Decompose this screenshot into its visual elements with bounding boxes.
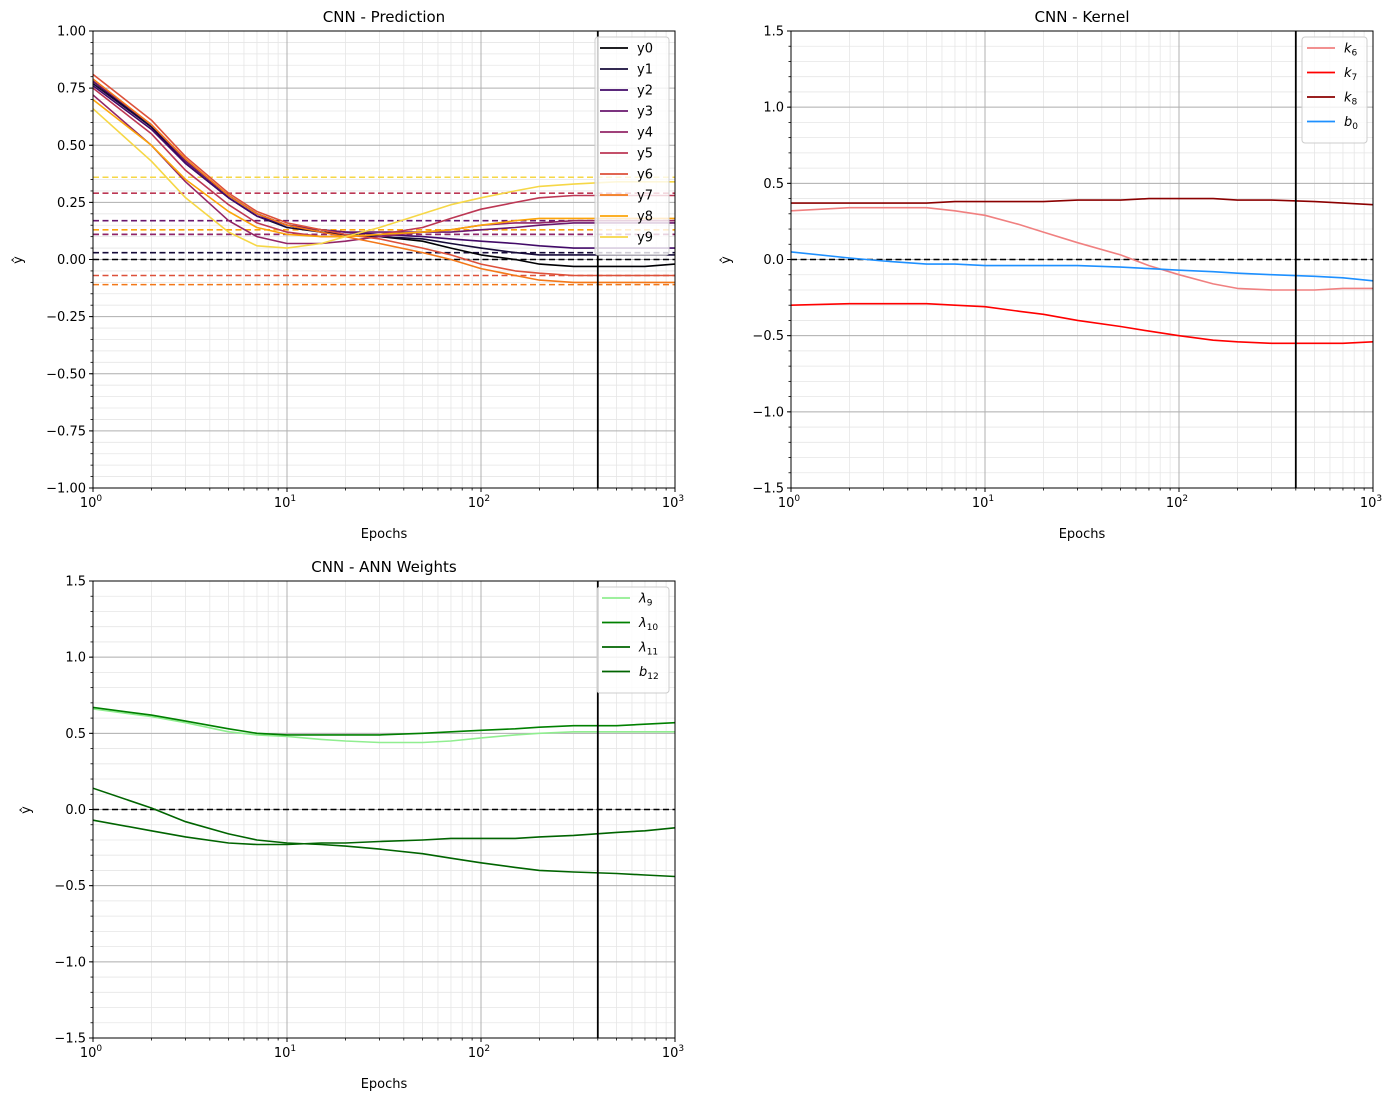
prediction-ytick-label: −0.75 — [46, 424, 86, 439]
ann-axes-frame — [92, 580, 676, 1039]
prediction-ytick-label: −0.25 — [46, 310, 86, 325]
prediction-legend-box — [594, 36, 670, 256]
ann-legend-box — [596, 586, 670, 694]
ann-ytick-label: 0.0 — [65, 803, 86, 818]
kernel-ytick-label: 1.0 — [763, 101, 784, 116]
ann-ytick-label: −1.0 — [54, 955, 86, 970]
prediction-plot-area — [93, 31, 675, 488]
prediction-legend-label: y9 — [637, 231, 653, 246]
ann-weights-panel: CNN - ANN Weights Epochs ŷ 100 101 102 103−… — [19, 558, 684, 1092]
kernel-series-line-b0 — [791, 251, 1373, 282]
prediction-legend-label: y2 — [637, 84, 653, 99]
kernel-xlabel: Epochs — [1059, 527, 1106, 542]
prediction-legend: y0 y1 y2 y3 y4 y5 y6 y7 y8 y9 — [594, 36, 670, 256]
prediction-legend-label: y7 — [637, 189, 653, 204]
prediction-series-line-y6 — [93, 73, 675, 277]
ann-ytick-label: −1.5 — [54, 1032, 86, 1047]
prediction-legend-label: y0 — [637, 42, 653, 57]
prediction-series-line-y8 — [93, 98, 675, 238]
kernel-legend-label: b0 — [1344, 115, 1358, 132]
prediction-legend-label: y4 — [637, 126, 653, 141]
kernel-ytick-label: 0.5 — [763, 177, 784, 192]
prediction-ytick-label: −0.50 — [46, 367, 86, 382]
prediction-legend-label: y8 — [637, 210, 653, 225]
prediction-series-line-y5 — [93, 87, 675, 238]
kernel-ytick-label: 0.0 — [763, 253, 784, 268]
prediction-xlabel: Epochs — [361, 527, 408, 542]
kernel-legend-label: k7 — [1344, 66, 1357, 83]
kernel-legend: k6 k7 k8 b0 — [1301, 36, 1368, 144]
prediction-legend-label: y1 — [637, 63, 653, 78]
kernel-panel: CNN - Kernel Epochs ŷ 100 101 102 103−1.5−1… — [719, 8, 1382, 542]
ann-ytick-label: 0.5 — [65, 727, 86, 742]
kernel-ytick-label: −1.0 — [752, 405, 784, 420]
prediction-ytick-label: 0.25 — [57, 196, 86, 211]
ann-weights-ylabel: ŷ — [19, 806, 34, 814]
prediction-series-line-y4 — [93, 94, 675, 245]
ann-series-line-λ10 — [93, 706, 675, 736]
kernel-legend-box — [1301, 36, 1368, 144]
prediction-legend-label: y6 — [637, 168, 653, 183]
kernel-title: CNN - Kernel — [1035, 8, 1130, 26]
prediction-legend-label: y5 — [637, 147, 653, 162]
prediction-series-line-y9 — [93, 108, 675, 249]
kernel-series-line-k7 — [791, 302, 1373, 345]
ann-legend-label: λ10 — [638, 616, 658, 633]
kernel-ylabel: ŷ — [719, 256, 734, 264]
prediction-panel: CNN - Prediction Epochs ŷ 100 101 102 103−1… — [11, 8, 684, 542]
ann-legend-label: λ9 — [638, 592, 653, 609]
ann-legend-label: λ11 — [638, 641, 658, 658]
prediction-ytick-label: −1.00 — [46, 482, 86, 497]
ann-legend: λ9 λ10 λ11 b12 — [596, 586, 670, 694]
prediction-series-line-y2 — [93, 85, 675, 249]
prediction-ytick-label: 0.75 — [57, 82, 86, 97]
prediction-title: CNN - Prediction — [323, 8, 445, 26]
kernel-legend-label: k6 — [1344, 42, 1358, 59]
ann-weights-title: CNN - ANN Weights — [311, 558, 457, 576]
prediction-series-line-y7 — [93, 78, 675, 284]
prediction-ytick-label: 0.50 — [57, 139, 86, 154]
kernel-series-line-k8 — [791, 197, 1373, 206]
ann-series-line-λ11 — [93, 819, 675, 846]
prediction-ytick-label: 0.00 — [57, 253, 86, 268]
kernel-plot-area — [791, 31, 1373, 488]
kernel-ytick-label: −1.5 — [752, 482, 784, 497]
prediction-ytick-label: 1.00 — [57, 25, 86, 40]
kernel-ytick-label: 1.5 — [763, 25, 784, 40]
kernel-legend-label: k8 — [1344, 91, 1358, 108]
kernel-series-line-k6 — [791, 206, 1373, 291]
ann-legend-label: b12 — [639, 665, 659, 682]
ann-series-line-b12 — [93, 787, 675, 878]
prediction-ylabel: ŷ — [11, 256, 26, 264]
ann-ytick-label: 1.5 — [65, 575, 86, 590]
kernel-ytick-label: −0.5 — [752, 329, 784, 344]
prediction-legend-label: y3 — [637, 105, 653, 120]
kernel-axes-frame — [790, 30, 1374, 489]
ann-weights-xlabel: Epochs — [361, 1077, 408, 1092]
ann-ytick-label: −0.5 — [54, 879, 86, 894]
ann-ytick-label: 1.0 — [65, 651, 86, 666]
ann-series-line-λ9 — [93, 708, 675, 744]
prediction-axes-frame — [92, 30, 676, 489]
